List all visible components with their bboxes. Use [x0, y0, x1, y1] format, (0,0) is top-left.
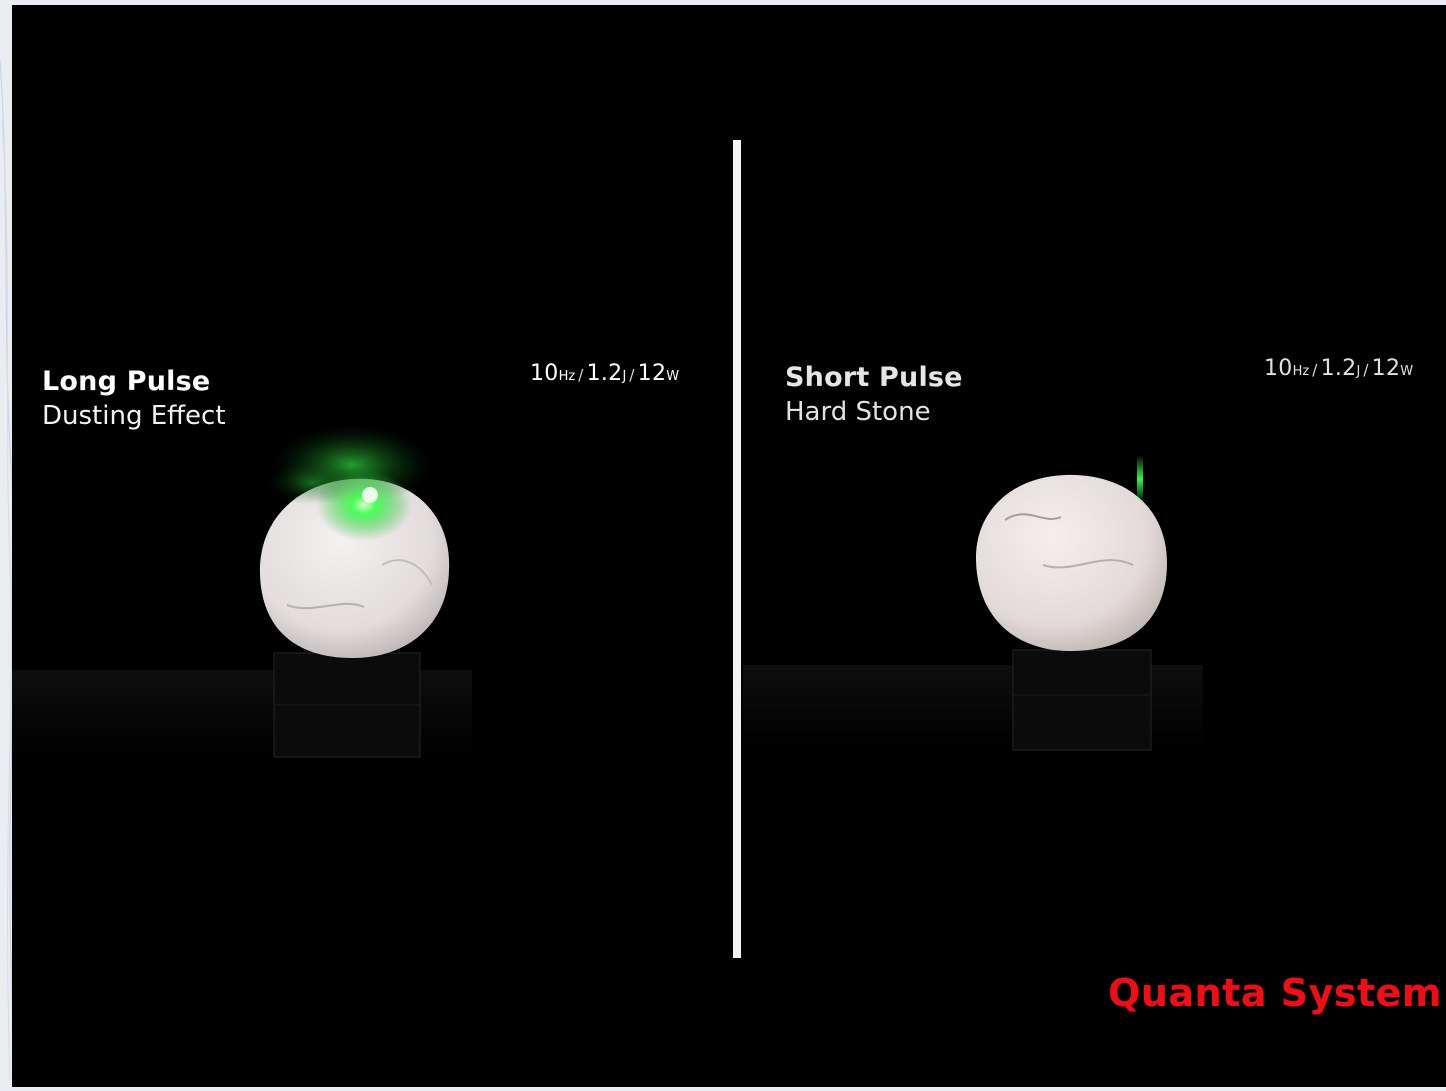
right-freq-unit: Hz — [1292, 364, 1310, 379]
brand-logo: Quanta System — [1108, 971, 1442, 1015]
left-separator-1: / — [578, 366, 584, 384]
right-title: Short Pulse — [785, 362, 963, 393]
right-separator-1: / — [1312, 361, 1318, 379]
right-power-unit: W — [1400, 364, 1414, 379]
right-stone-illustration — [743, 455, 1203, 751]
left-scene: Long Pulse Dusting Effect 10Hz/1.2J/12W — [12, 5, 733, 1087]
left-energy-value: 1.2 — [586, 361, 623, 386]
right-energy-value: 1.2 — [1320, 356, 1357, 381]
left-energy-unit: J — [622, 369, 627, 384]
right-subtitle: Hard Stone — [785, 397, 931, 427]
split-divider — [733, 140, 741, 958]
left-stone-illustration — [12, 425, 472, 760]
right-power-value: 12 — [1371, 356, 1401, 381]
left-freq-unit: Hz — [558, 369, 576, 384]
right-scene: Short Pulse Hard Stone 10Hz/1.2J/12W — [743, 5, 1446, 1087]
right-freq-value: 10 — [1264, 356, 1293, 381]
left-power-unit: W — [666, 369, 680, 384]
video-frame[interactable]: Long Pulse Dusting Effect 10Hz/1.2J/12W — [12, 5, 1446, 1087]
left-laser-params: 10Hz/1.2J/12W — [530, 361, 679, 386]
left-separator-2: / — [629, 366, 635, 384]
left-power-value: 12 — [637, 361, 667, 386]
right-energy-unit: J — [1356, 364, 1361, 379]
right-laser-params: 10Hz/1.2J/12W — [1264, 356, 1413, 381]
left-freq-value: 10 — [530, 361, 559, 386]
right-separator-2: / — [1363, 361, 1369, 379]
left-subtitle: Dusting Effect — [42, 401, 226, 431]
left-title: Long Pulse — [42, 366, 211, 397]
